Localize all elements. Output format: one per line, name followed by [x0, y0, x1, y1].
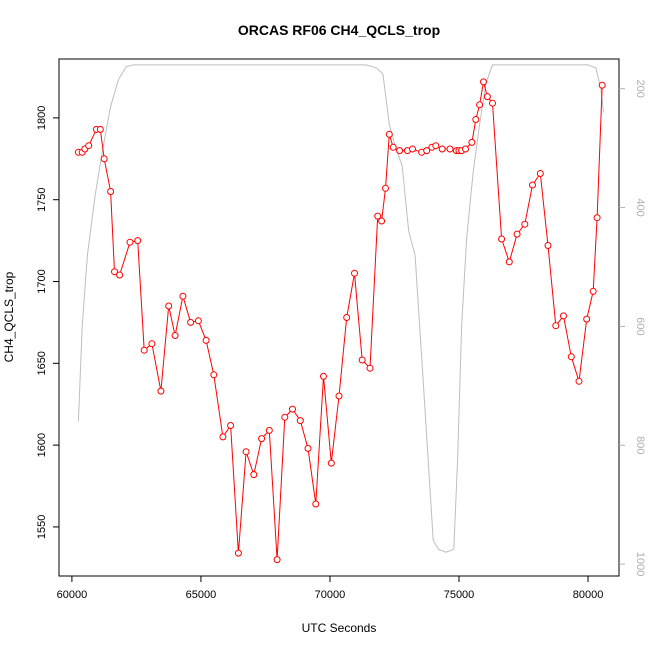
x-axis-label: UTC Seconds: [302, 621, 377, 635]
data-point: [438, 145, 446, 153]
data-point: [96, 125, 104, 133]
data-point: [107, 188, 115, 195]
data-point: [281, 413, 289, 421]
data-point: [327, 459, 335, 467]
data-point: [179, 292, 187, 300]
data-point: [382, 184, 389, 192]
y-tick-label: 1700: [36, 269, 48, 293]
data-point: [234, 549, 242, 557]
y2-tick-label: 400: [634, 198, 646, 216]
data-point: [462, 145, 469, 153]
data-point: [378, 217, 386, 225]
data-point: [258, 435, 266, 443]
data-point: [575, 377, 583, 385]
data-point: [468, 138, 476, 146]
x-tick-label: 75000: [444, 589, 475, 601]
data-point: [366, 364, 374, 372]
data-point: [242, 448, 250, 456]
data-point: [432, 142, 440, 150]
data-point: [505, 258, 513, 266]
data-point: [148, 340, 156, 348]
data-point: [210, 371, 218, 379]
y-tick-label: 1550: [36, 515, 48, 539]
data-point: [529, 181, 536, 189]
secondary-line: [77, 64, 604, 553]
data-point: [409, 145, 416, 153]
data-point: [250, 471, 258, 479]
data-point: [544, 242, 552, 249]
data-point: [187, 318, 195, 326]
data-point: [358, 356, 366, 364]
y-tick-label: 1750: [36, 187, 48, 211]
data-point: [472, 116, 480, 123]
data-point: [489, 99, 496, 107]
data-point: [536, 170, 544, 177]
y2-tick-label: 600: [634, 317, 646, 335]
y2-tick-label: 800: [634, 436, 646, 454]
x-tick-label: 80000: [573, 589, 604, 601]
data-point: [289, 405, 296, 413]
data-point: [219, 433, 227, 441]
data-point: [273, 556, 281, 564]
data-point: [265, 426, 273, 434]
chart-title: ORCAS RF06 CH4_QCLS_trop: [238, 22, 440, 38]
x-tick-label: 60000: [57, 589, 88, 601]
y-axis-left: 1550 1600 1650 1700 1750 1800: [36, 106, 59, 539]
data-point: [374, 212, 382, 220]
y-axis-right: 200 400 600 800 1000: [619, 80, 646, 576]
data-point: [513, 230, 521, 238]
data-point: [304, 444, 312, 452]
data-point: [111, 268, 118, 276]
data-point: [140, 346, 148, 354]
data-point: [552, 322, 560, 330]
data-point: [423, 147, 431, 155]
data-point: [567, 353, 575, 361]
data-point: [134, 237, 142, 245]
data-point: [593, 214, 601, 222]
y-tick-label: 1650: [36, 351, 48, 375]
primary-line: [78, 81, 603, 560]
data-point: [202, 336, 210, 344]
data-point: [343, 314, 351, 321]
data-point: [446, 145, 454, 153]
y-tick-label: 1600: [36, 433, 48, 457]
data-point: [320, 372, 327, 380]
data-point: [498, 235, 506, 243]
data-point: [335, 392, 343, 400]
y-tick-label: 1800: [36, 106, 48, 130]
data-point: [560, 312, 567, 320]
data-point: [583, 315, 591, 323]
data-point: [589, 287, 597, 295]
data-point: [476, 101, 484, 109]
data-point: [227, 422, 235, 429]
data-point: [85, 142, 93, 150]
data-point: [126, 238, 134, 246]
data-point: [389, 143, 397, 151]
data-point: [100, 155, 108, 163]
y-axis-label: CH4_QCLS_trop: [2, 271, 16, 362]
data-point: [521, 220, 529, 228]
y2-tick-label: 1000: [634, 552, 646, 576]
data-point: [480, 78, 487, 86]
data-point: [165, 302, 173, 310]
data-point: [312, 500, 320, 508]
y2-tick-label: 200: [634, 80, 646, 98]
data-point: [171, 332, 179, 339]
data-point: [296, 417, 304, 425]
data-point: [396, 147, 404, 155]
x-tick-label: 70000: [315, 589, 346, 601]
data-point: [194, 317, 202, 325]
series-secondary: [77, 64, 604, 553]
data-point: [157, 387, 165, 395]
data-point: [116, 271, 124, 279]
x-axis: 60000 65000 70000 75000 80000: [57, 576, 604, 601]
series-primary: [74, 78, 606, 564]
data-point: [598, 81, 606, 89]
plot-frame: [58, 58, 620, 577]
data-point: [483, 93, 491, 101]
x-tick-label: 65000: [186, 589, 217, 601]
data-point: [351, 269, 358, 277]
data-point: [385, 130, 393, 138]
